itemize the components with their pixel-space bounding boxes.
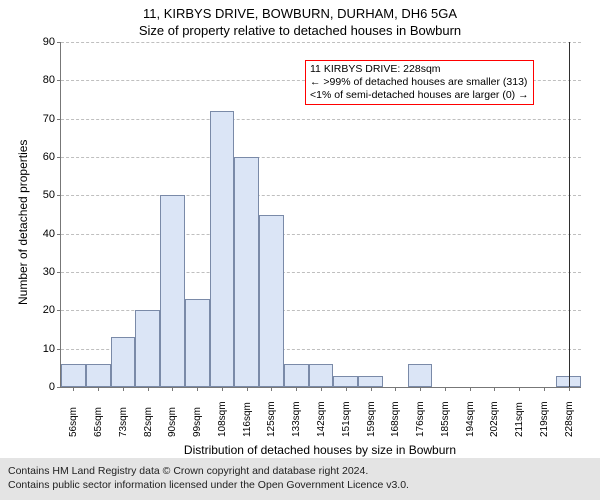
grid-line bbox=[61, 157, 581, 158]
x-tick-label: 82sqm bbox=[143, 407, 154, 437]
x-tick-label: 73sqm bbox=[118, 407, 129, 437]
x-tick-label: 168sqm bbox=[390, 401, 401, 437]
x-tick-label: 133sqm bbox=[291, 401, 302, 437]
x-axis-label: Distribution of detached houses by size … bbox=[60, 443, 580, 457]
grid-line bbox=[61, 195, 581, 196]
x-tick-label: 90sqm bbox=[167, 407, 178, 437]
grid-line bbox=[61, 272, 581, 273]
histogram-bar bbox=[358, 376, 383, 388]
x-tick-label: 151sqm bbox=[341, 401, 352, 437]
x-tick-mark bbox=[519, 387, 520, 391]
x-tick-label: 116sqm bbox=[242, 402, 253, 437]
grid-line bbox=[61, 234, 581, 235]
x-tick-mark bbox=[98, 387, 99, 391]
x-tick-label: 108sqm bbox=[217, 401, 228, 437]
x-tick-label: 176sqm bbox=[415, 401, 426, 437]
y-tick-label: 50 bbox=[43, 189, 61, 201]
credits-line-1: Contains HM Land Registry data © Crown c… bbox=[8, 464, 592, 478]
histogram-bar bbox=[135, 310, 160, 387]
x-tick-mark bbox=[395, 387, 396, 391]
x-tick-mark bbox=[73, 387, 74, 391]
x-tick-label: 99sqm bbox=[192, 407, 203, 437]
histogram-bar bbox=[210, 111, 235, 387]
callout-line-3: <1% of semi-detached houses are larger (… bbox=[310, 89, 529, 102]
marker-line bbox=[569, 42, 570, 387]
x-tick-mark bbox=[123, 387, 124, 391]
y-tick-label: 0 bbox=[49, 381, 61, 393]
histogram-bar bbox=[309, 364, 334, 387]
histogram-bar bbox=[160, 195, 185, 387]
chart-area: 010203040506070809056sqm65sqm73sqm82sqm9… bbox=[0, 42, 600, 437]
credits-line-2: Contains public sector information licen… bbox=[8, 478, 592, 492]
x-tick-label: 228sqm bbox=[564, 401, 575, 437]
chart-title: 11, KIRBYS DRIVE, BOWBURN, DURHAM, DH6 5… bbox=[0, 0, 600, 21]
x-tick-mark bbox=[569, 387, 570, 391]
grid-line bbox=[61, 42, 581, 43]
y-tick-label: 90 bbox=[43, 36, 61, 48]
x-tick-mark bbox=[172, 387, 173, 391]
x-tick-mark bbox=[544, 387, 545, 391]
x-tick-label: 211sqm bbox=[514, 402, 525, 437]
credits-footer: Contains HM Land Registry data © Crown c… bbox=[0, 458, 600, 500]
grid-line bbox=[61, 119, 581, 120]
y-tick-label: 70 bbox=[43, 113, 61, 125]
callout-line-1: 11 KIRBYS DRIVE: 228sqm bbox=[310, 63, 529, 76]
y-tick-label: 30 bbox=[43, 266, 61, 278]
x-tick-mark bbox=[296, 387, 297, 391]
histogram-bar bbox=[408, 364, 433, 387]
x-tick-mark bbox=[148, 387, 149, 391]
y-tick-label: 40 bbox=[43, 228, 61, 240]
histogram-bar bbox=[185, 299, 210, 387]
histogram-bar bbox=[284, 364, 309, 387]
x-tick-label: 202sqm bbox=[489, 401, 500, 437]
x-tick-label: 56sqm bbox=[68, 407, 79, 437]
x-tick-mark bbox=[470, 387, 471, 391]
x-tick-mark bbox=[420, 387, 421, 391]
callout-box: 11 KIRBYS DRIVE: 228sqm ← >99% of detach… bbox=[305, 60, 534, 105]
histogram-bar bbox=[333, 376, 358, 388]
x-tick-mark bbox=[247, 387, 248, 391]
x-tick-label: 219sqm bbox=[539, 401, 550, 437]
x-tick-mark bbox=[321, 387, 322, 391]
x-tick-label: 185sqm bbox=[440, 401, 451, 437]
y-axis-label: Number of detached properties bbox=[16, 139, 30, 304]
x-tick-mark bbox=[445, 387, 446, 391]
x-tick-label: 142sqm bbox=[316, 401, 327, 437]
histogram-bar bbox=[61, 364, 86, 387]
histogram-bar bbox=[259, 215, 284, 388]
histogram-bar bbox=[111, 337, 136, 387]
y-tick-label: 20 bbox=[43, 304, 61, 316]
x-tick-mark bbox=[271, 387, 272, 391]
histogram-bar bbox=[86, 364, 111, 387]
x-tick-mark bbox=[494, 387, 495, 391]
histogram-bar bbox=[234, 157, 259, 387]
x-tick-label: 194sqm bbox=[465, 401, 476, 437]
x-tick-label: 65sqm bbox=[93, 407, 104, 437]
x-tick-mark bbox=[371, 387, 372, 391]
x-tick-label: 125sqm bbox=[266, 401, 277, 437]
x-tick-label: 159sqm bbox=[366, 401, 377, 437]
chart-subtitle: Size of property relative to detached ho… bbox=[0, 21, 600, 42]
x-tick-mark bbox=[222, 387, 223, 391]
y-tick-label: 60 bbox=[43, 151, 61, 163]
y-tick-label: 80 bbox=[43, 74, 61, 86]
callout-line-2: ← >99% of detached houses are smaller (3… bbox=[310, 76, 529, 89]
x-tick-mark bbox=[197, 387, 198, 391]
x-tick-mark bbox=[346, 387, 347, 391]
y-tick-label: 10 bbox=[43, 343, 61, 355]
